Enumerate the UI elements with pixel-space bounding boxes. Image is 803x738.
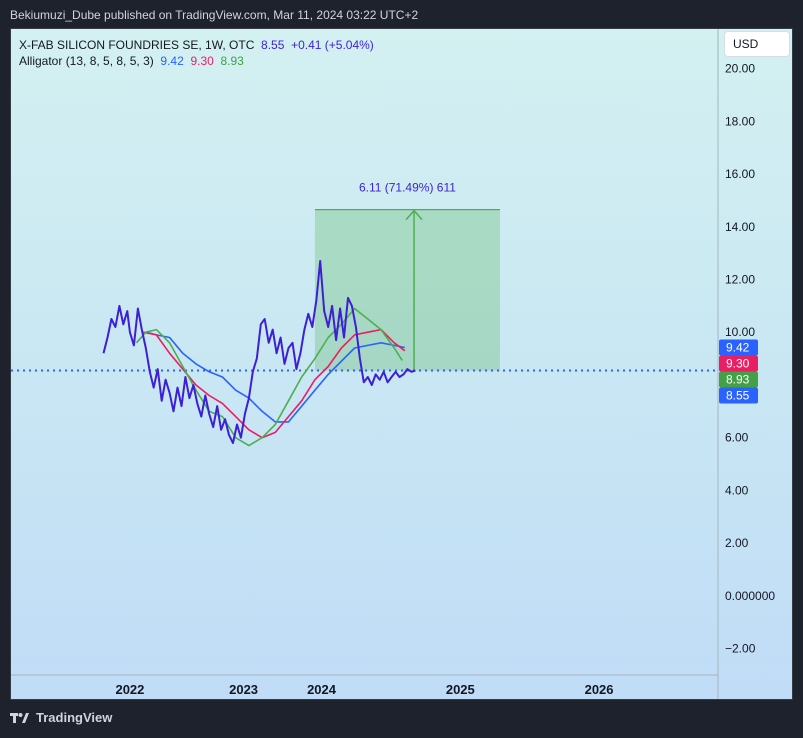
projection-tool[interactable]: 6.11 (71.49%) 611 <box>314 181 500 371</box>
y-tick-label: 20.00 <box>725 62 755 76</box>
teeth-value: 9.30 <box>190 54 214 68</box>
y-tick-label: 2.00 <box>725 536 749 550</box>
publisher-header: Bekiumuzi_Dube published on TradingView.… <box>10 8 419 22</box>
price-tag <box>719 355 758 372</box>
chart-legend[interactable]: X-FAB SILICON FOUNDRIES SE, 1W, OTC 8.55… <box>19 37 374 69</box>
y-tick-label: 10.00 <box>725 325 755 339</box>
chart-frame[interactable]: 6.11 (71.49%) 611 20.00 18.00 16.00 14.00 12… <box>10 28 793 700</box>
price-tag-label: 8.93 <box>726 373 750 387</box>
x-tick-label: 2023 <box>229 682 258 697</box>
last-price: 8.55 <box>261 38 285 52</box>
price-tag <box>719 339 758 356</box>
indicator-line[interactable]: Alligator (13, 8, 5, 8, 5, 3) 9.42 9.30 … <box>19 53 374 69</box>
tradingview-footer[interactable]: TradingView <box>10 710 112 725</box>
projection-label: 6.11 (71.49%) 611 <box>359 181 456 195</box>
price-tag <box>719 387 758 404</box>
price-chart[interactable]: 6.11 (71.49%) 611 20.00 18.00 16.00 14.00 12… <box>11 29 792 699</box>
price-tags: 9.42 9.30 8.93 8.55 <box>719 339 758 404</box>
footer-brand: TradingView <box>36 710 113 725</box>
y-tick-label: 14.00 <box>725 220 755 234</box>
jaw-value: 9.42 <box>160 54 184 68</box>
price-tag-label: 9.42 <box>726 341 750 355</box>
time-axis[interactable]: 2022 2023 2024 2025 2026 <box>115 682 613 697</box>
projection-arrowhead <box>405 209 423 221</box>
price-tag-label: 8.55 <box>726 389 750 403</box>
y-tick-label: 12.00 <box>725 272 755 286</box>
price-change: +0.41 (+5.04%) <box>291 38 374 52</box>
tradingview-logo-icon <box>10 712 29 723</box>
symbol-line[interactable]: X-FAB SILICON FOUNDRIES SE, 1W, OTC 8.55… <box>19 37 374 53</box>
series-lines <box>102 260 416 447</box>
x-tick-label: 2025 <box>446 682 475 697</box>
price-line <box>102 260 416 444</box>
symbol-name: X-FAB SILICON FOUNDRIES SE, 1W, OTC <box>19 38 255 52</box>
alligator-lips-line <box>135 307 403 447</box>
price-tag <box>719 371 758 388</box>
y-tick-label: 6.00 <box>725 431 749 445</box>
currency-selector[interactable]: USD <box>725 32 789 56</box>
x-tick-label: 2026 <box>585 682 614 697</box>
price-tag-label: 9.30 <box>726 357 750 371</box>
y-tick-label: 16.00 <box>725 167 755 181</box>
y-tick-label: 0.000000 <box>725 589 775 603</box>
indicator-name: Alligator (13, 8, 5, 8, 5, 3) <box>19 54 154 68</box>
y-tick-label: 18.00 <box>725 114 755 128</box>
y-tick-label: 4.00 <box>725 483 749 497</box>
alligator-jaw-line <box>145 331 405 423</box>
lips-value: 8.93 <box>220 54 244 68</box>
x-tick-label: 2024 <box>307 682 337 697</box>
y-tick-label: −2.00 <box>725 642 756 656</box>
x-tick-label: 2022 <box>115 682 144 697</box>
